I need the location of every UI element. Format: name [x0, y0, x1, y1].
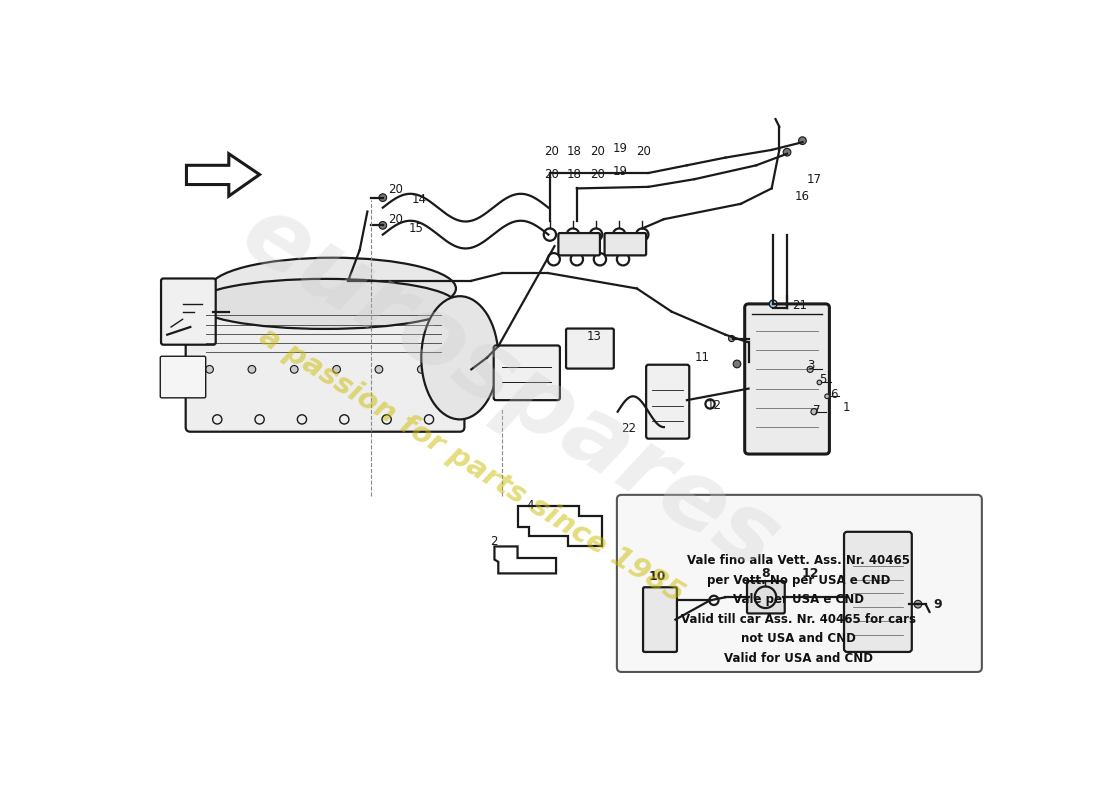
- Circle shape: [378, 222, 387, 230]
- Circle shape: [799, 137, 806, 145]
- Text: 7: 7: [813, 404, 821, 417]
- Text: 11: 11: [695, 351, 710, 364]
- FancyBboxPatch shape: [566, 329, 614, 369]
- Text: 10: 10: [649, 570, 667, 582]
- Text: 6: 6: [830, 388, 838, 402]
- Text: 20: 20: [388, 183, 403, 197]
- FancyBboxPatch shape: [605, 233, 646, 255]
- Circle shape: [914, 600, 922, 608]
- FancyBboxPatch shape: [747, 581, 784, 614]
- Text: 21: 21: [792, 299, 806, 312]
- Text: 19: 19: [613, 165, 628, 178]
- Circle shape: [769, 300, 777, 308]
- FancyBboxPatch shape: [646, 365, 690, 438]
- Circle shape: [290, 366, 298, 373]
- Circle shape: [783, 148, 791, 156]
- FancyBboxPatch shape: [644, 587, 676, 652]
- FancyBboxPatch shape: [617, 495, 982, 672]
- Text: 20: 20: [543, 145, 559, 158]
- Text: 12: 12: [706, 399, 722, 412]
- Text: 20: 20: [590, 168, 605, 181]
- Circle shape: [249, 366, 255, 373]
- FancyBboxPatch shape: [559, 233, 600, 255]
- Text: 12: 12: [802, 567, 818, 580]
- Text: 22: 22: [621, 422, 637, 435]
- Ellipse shape: [421, 296, 498, 419]
- Text: 20: 20: [388, 213, 403, 226]
- Text: 5: 5: [820, 373, 827, 386]
- Ellipse shape: [209, 258, 455, 319]
- FancyBboxPatch shape: [494, 346, 560, 400]
- Text: 13: 13: [587, 330, 602, 342]
- Text: 20: 20: [590, 145, 605, 158]
- Text: 18: 18: [566, 168, 582, 181]
- Circle shape: [733, 360, 741, 368]
- FancyBboxPatch shape: [161, 278, 216, 345]
- Text: 9: 9: [933, 598, 942, 610]
- Text: 16: 16: [794, 190, 810, 202]
- Text: 1: 1: [843, 402, 850, 414]
- Text: Vale fino alla Vett. Ass. Nr. 40465
per Vett. No per USA e CND
Vale per USA e CN: Vale fino alla Vett. Ass. Nr. 40465 per …: [681, 554, 916, 665]
- Text: 15: 15: [408, 222, 424, 235]
- Ellipse shape: [195, 279, 456, 329]
- FancyBboxPatch shape: [186, 299, 464, 432]
- Circle shape: [728, 335, 735, 342]
- FancyBboxPatch shape: [161, 356, 206, 398]
- Circle shape: [378, 194, 387, 202]
- FancyBboxPatch shape: [844, 532, 912, 652]
- Text: 3: 3: [807, 359, 814, 372]
- Circle shape: [825, 394, 829, 398]
- Text: a passion for parts since 1985: a passion for parts since 1985: [254, 322, 689, 609]
- Text: 18: 18: [566, 145, 582, 158]
- Text: 4: 4: [527, 499, 535, 512]
- Circle shape: [206, 366, 213, 373]
- Text: 20: 20: [543, 168, 559, 181]
- Circle shape: [418, 366, 426, 373]
- Text: 17: 17: [807, 173, 822, 186]
- FancyBboxPatch shape: [745, 304, 829, 454]
- Circle shape: [375, 366, 383, 373]
- Text: 20: 20: [636, 145, 651, 158]
- Text: 8: 8: [761, 567, 770, 580]
- Text: 2: 2: [491, 534, 498, 547]
- Circle shape: [817, 380, 822, 385]
- Circle shape: [807, 366, 813, 373]
- Text: eurospares: eurospares: [224, 186, 795, 591]
- Text: 14: 14: [411, 194, 427, 206]
- Circle shape: [332, 366, 341, 373]
- Circle shape: [811, 409, 817, 414]
- Text: 19: 19: [613, 142, 628, 155]
